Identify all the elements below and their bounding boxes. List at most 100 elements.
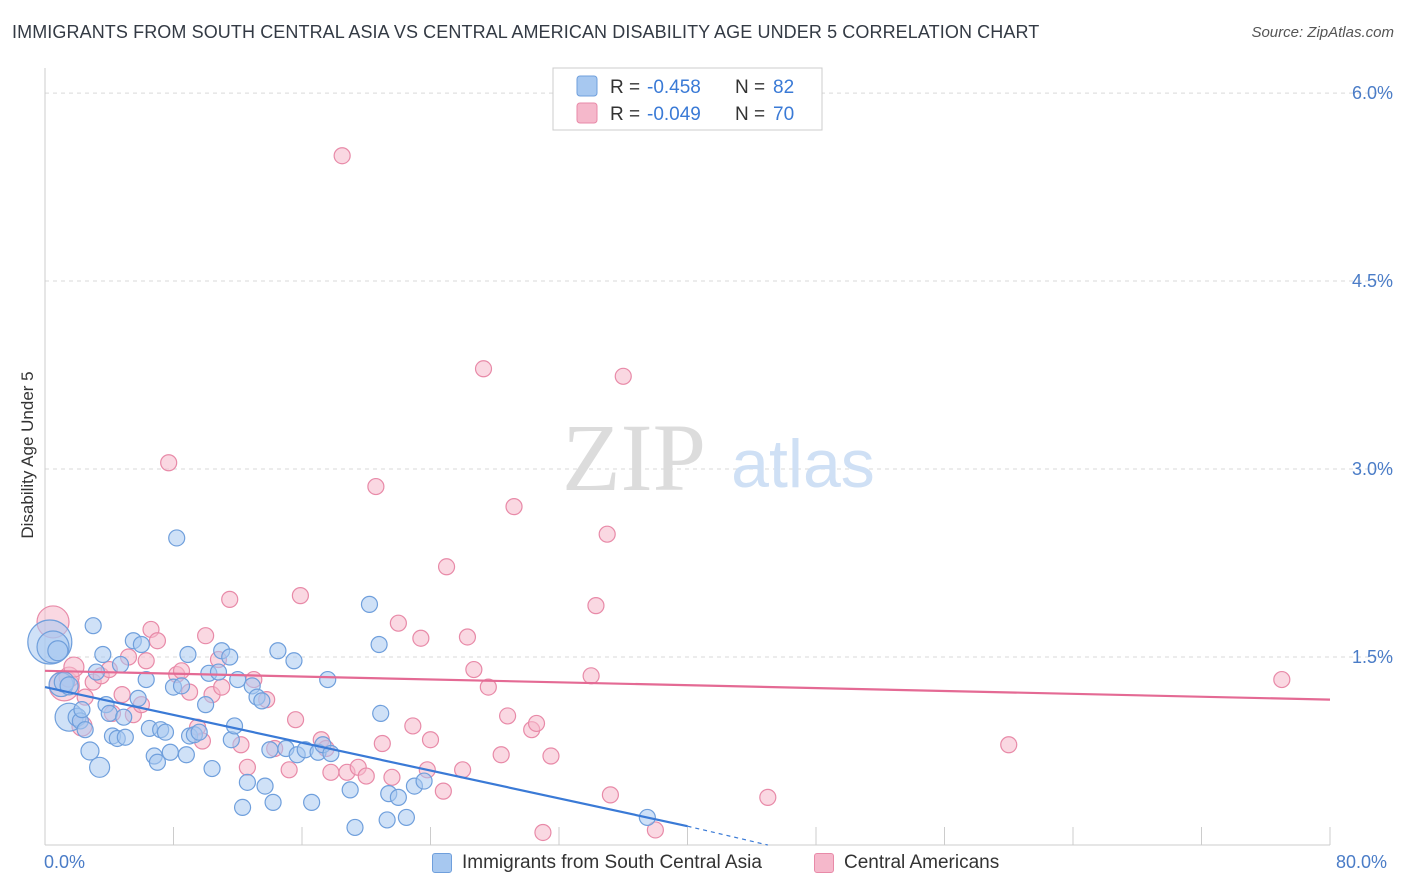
point-central-americans-65 [582,667,600,685]
point-south-central-asia-17 [100,704,118,723]
source-label: Source: ZipAtlas.com [1251,24,1394,41]
point-south-central-asia-55 [256,777,274,795]
point-south-central-asia-9 [73,701,91,719]
point-south-central-asia-35 [172,677,191,695]
point-south-central-asia-24 [129,689,147,707]
point-south-central-asia-73 [378,811,396,829]
point-south-central-asia-14 [89,756,111,778]
point-central-americans-59 [499,707,517,725]
legend-r-value-blue: -0.458 [647,77,701,98]
watermark-zip: ZIP [562,404,706,511]
point-south-central-asia-67 [319,670,337,689]
point-central-americans-16 [148,632,167,650]
point-central-americans-64 [542,747,560,765]
point-central-americans-43 [367,477,385,496]
legend-r-label-blue: R = [610,77,640,98]
chart-title: IMMIGRANTS FROM SOUTH CENTRAL ASIA VS CE… [12,22,1040,42]
point-central-americans-60 [505,498,523,516]
trend-line-central-americans [44,669,1331,701]
point-south-central-asia-36 [177,746,195,764]
point-south-central-asia-32 [161,743,179,761]
point-south-central-asia-40 [190,723,208,741]
point-south-central-asia-63 [303,793,321,811]
y-tick-label-0: 1.5% [1352,647,1393,667]
point-south-central-asia-37 [179,645,197,664]
trend-line-south-central-asia [44,686,688,828]
point-central-americans-26 [213,678,231,696]
point-south-central-asia-44 [209,663,228,681]
point-south-central-asia-56 [261,741,279,759]
legend-blue-swatch [576,75,598,97]
point-central-americans-39 [333,147,351,165]
point-south-central-asia-31 [156,723,175,741]
y-tick-label-1: 3.0% [1352,459,1393,479]
point-south-central-asia-58 [269,642,287,660]
point-south-central-asia-10 [76,721,94,739]
point-central-americans-69 [614,367,632,385]
point-central-americans-54 [458,628,477,646]
point-central-americans-47 [404,717,422,735]
point-south-central-asia-72 [372,704,390,723]
point-south-central-asia-21 [115,708,133,726]
y-tick-labels: 1.5% 3.0% 4.5% 6.0% [1352,83,1393,667]
legend-swatch-pink [814,853,834,873]
point-central-americans-29 [238,758,256,776]
point-central-americans-72 [1000,736,1018,754]
legend-n-value-pink: 70 [773,104,794,125]
bottom-legend: Immigrants from South Central Asia Centr… [0,852,1406,876]
point-central-americans-57 [479,678,497,696]
legend-r-label-pink: R = [610,104,640,125]
point-south-central-asia-60 [285,652,303,670]
point-central-americans-48 [412,629,430,647]
x-tick-min: 0.0% [44,852,86,872]
point-central-americans-38 [322,763,340,781]
x-tick-max: 80.0% [1336,852,1388,872]
point-central-americans-67 [598,525,616,543]
south-central-asia-points [27,529,656,837]
point-central-americans-35 [291,587,309,605]
legend-r-value-pink: -0.049 [647,104,701,125]
legend-n-value-blue: 82 [773,77,794,98]
point-central-americans-56 [474,360,493,378]
legend-item-central-americans[interactable]: Central Americans [814,852,999,874]
point-central-americans-71 [759,788,777,806]
point-south-central-asia-34 [168,529,186,547]
point-central-americans-50 [421,731,440,749]
point-south-central-asia-20 [111,655,130,674]
point-south-central-asia-22 [116,728,134,746]
point-south-central-asia-71 [370,635,388,654]
point-central-americans-19 [172,662,191,680]
point-south-central-asia-46 [221,648,239,666]
point-south-central-asia-68 [341,781,359,799]
point-central-americans-63 [534,823,552,842]
point-central-americans-45 [383,768,401,786]
point-central-americans-33 [280,761,298,779]
point-central-americans-68 [601,786,620,804]
point-central-americans-52 [437,558,456,576]
point-south-central-asia-26 [137,670,155,689]
point-central-americans-23 [197,627,215,645]
grid-lines [45,92,1392,658]
point-central-americans-42 [357,767,375,785]
point-central-americans-58 [492,746,510,764]
point-south-central-asia-57 [264,793,282,811]
point-south-central-asia-41 [197,696,215,714]
legend-item-south-central-asia[interactable]: Immigrants from South Central Asia [432,852,762,874]
point-central-americans-55 [465,660,483,679]
point-central-americans-70 [646,821,664,839]
legend-n-label-blue: N = [735,77,765,98]
point-central-americans-73 [1273,670,1291,689]
point-south-central-asia-76 [397,808,416,827]
point-central-americans-10 [113,686,131,704]
point-central-americans-44 [373,734,391,753]
point-central-americans-14 [137,652,155,670]
point-central-americans-62 [527,714,546,733]
point-central-americans-46 [389,614,407,632]
y-tick-label-2: 4.5% [1352,271,1393,291]
point-central-americans-34 [286,711,305,729]
legend-swatch-blue [432,853,452,873]
legend-label-central-americans: Central Americans [844,852,1000,873]
point-central-americans-51 [434,782,452,800]
point-central-americans-17 [160,454,178,472]
